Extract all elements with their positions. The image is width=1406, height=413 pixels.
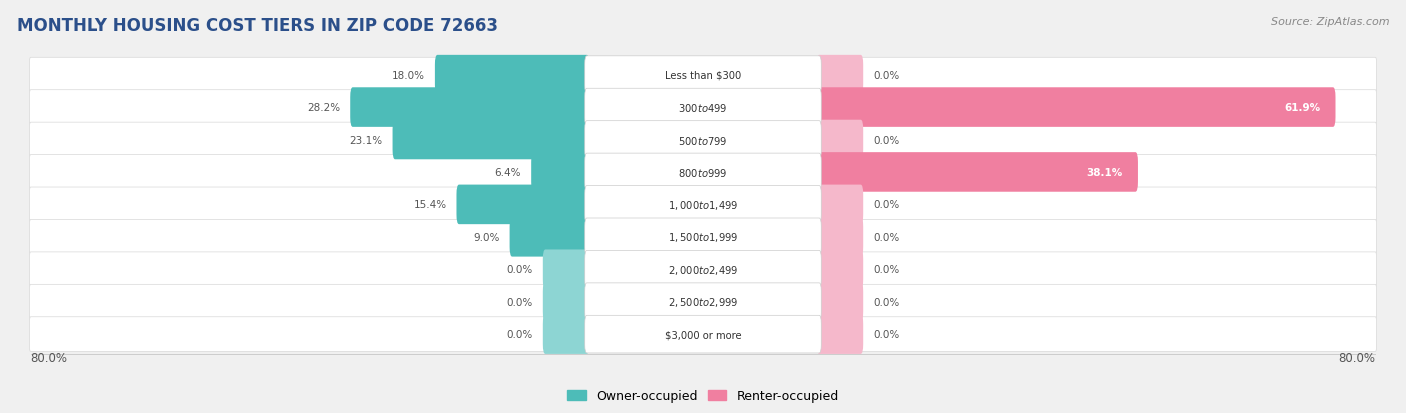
FancyBboxPatch shape <box>817 88 1336 128</box>
FancyBboxPatch shape <box>30 123 1376 157</box>
Text: Source: ZipAtlas.com: Source: ZipAtlas.com <box>1271 17 1389 26</box>
Text: $3,000 or more: $3,000 or more <box>665 329 741 339</box>
Text: 0.0%: 0.0% <box>873 135 900 145</box>
FancyBboxPatch shape <box>817 185 863 225</box>
Text: 0.0%: 0.0% <box>873 232 900 242</box>
Text: 80.0%: 80.0% <box>1339 351 1375 364</box>
FancyBboxPatch shape <box>817 153 1137 192</box>
Text: 38.1%: 38.1% <box>1087 168 1123 178</box>
Text: 0.0%: 0.0% <box>506 265 533 275</box>
Text: 0.0%: 0.0% <box>873 297 900 307</box>
FancyBboxPatch shape <box>30 252 1376 287</box>
FancyBboxPatch shape <box>817 218 863 257</box>
FancyBboxPatch shape <box>585 186 821 224</box>
FancyBboxPatch shape <box>30 58 1376 93</box>
Text: 6.4%: 6.4% <box>495 168 522 178</box>
FancyBboxPatch shape <box>30 90 1376 125</box>
FancyBboxPatch shape <box>817 282 863 322</box>
FancyBboxPatch shape <box>543 250 589 290</box>
Text: 61.9%: 61.9% <box>1285 103 1320 113</box>
FancyBboxPatch shape <box>585 57 821 94</box>
FancyBboxPatch shape <box>585 251 821 288</box>
FancyBboxPatch shape <box>585 121 821 159</box>
Text: $2,000 to $2,499: $2,000 to $2,499 <box>668 263 738 276</box>
FancyBboxPatch shape <box>543 282 589 322</box>
Text: 18.0%: 18.0% <box>392 71 425 81</box>
Text: 0.0%: 0.0% <box>506 297 533 307</box>
Text: 15.4%: 15.4% <box>413 200 447 210</box>
Text: $1,500 to $1,999: $1,500 to $1,999 <box>668 231 738 244</box>
FancyBboxPatch shape <box>350 88 589 128</box>
Text: 0.0%: 0.0% <box>873 200 900 210</box>
Text: 0.0%: 0.0% <box>873 329 900 339</box>
FancyBboxPatch shape <box>531 153 589 192</box>
FancyBboxPatch shape <box>392 121 589 160</box>
FancyBboxPatch shape <box>585 89 821 126</box>
Text: $1,000 to $1,499: $1,000 to $1,499 <box>668 198 738 211</box>
Text: MONTHLY HOUSING COST TIERS IN ZIP CODE 72663: MONTHLY HOUSING COST TIERS IN ZIP CODE 7… <box>17 17 498 34</box>
FancyBboxPatch shape <box>30 285 1376 319</box>
FancyBboxPatch shape <box>30 155 1376 190</box>
FancyBboxPatch shape <box>30 317 1376 351</box>
FancyBboxPatch shape <box>30 188 1376 222</box>
FancyBboxPatch shape <box>817 121 863 160</box>
FancyBboxPatch shape <box>585 218 821 256</box>
FancyBboxPatch shape <box>30 220 1376 254</box>
FancyBboxPatch shape <box>585 154 821 191</box>
FancyBboxPatch shape <box>509 218 589 257</box>
FancyBboxPatch shape <box>817 56 863 95</box>
Text: $2,500 to $2,999: $2,500 to $2,999 <box>668 295 738 309</box>
Text: $800 to $999: $800 to $999 <box>678 166 728 178</box>
Text: 9.0%: 9.0% <box>474 232 499 242</box>
Text: 0.0%: 0.0% <box>506 329 533 339</box>
Legend: Owner-occupied, Renter-occupied: Owner-occupied, Renter-occupied <box>562 385 844 408</box>
FancyBboxPatch shape <box>457 185 589 225</box>
FancyBboxPatch shape <box>543 315 589 354</box>
Text: $500 to $799: $500 to $799 <box>678 134 728 146</box>
Text: $300 to $499: $300 to $499 <box>678 102 728 114</box>
Text: 80.0%: 80.0% <box>31 351 67 364</box>
Text: Less than $300: Less than $300 <box>665 71 741 81</box>
Text: 28.2%: 28.2% <box>307 103 340 113</box>
Text: 23.1%: 23.1% <box>350 135 382 145</box>
FancyBboxPatch shape <box>434 56 589 95</box>
FancyBboxPatch shape <box>817 250 863 290</box>
FancyBboxPatch shape <box>585 283 821 321</box>
FancyBboxPatch shape <box>817 315 863 354</box>
FancyBboxPatch shape <box>585 316 821 353</box>
Text: 0.0%: 0.0% <box>873 71 900 81</box>
Text: 0.0%: 0.0% <box>873 265 900 275</box>
